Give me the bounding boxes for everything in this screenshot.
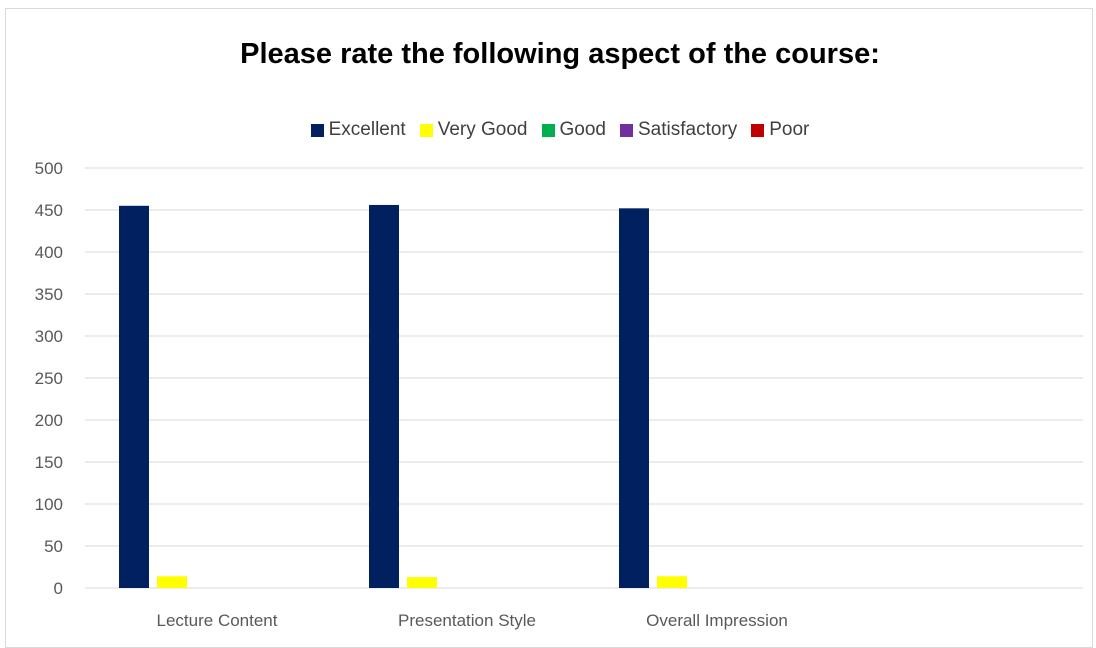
bar-chart-plot: 0 50 100 150 200 250 300 350 400 450 500 Lecture Co… — [35, 159, 1083, 630]
legend-item-excellent: Excellent — [310, 119, 406, 141]
y-tick-label: 50 — [44, 537, 63, 556]
chart-frame — [5, 8, 1093, 648]
y-tick-label: 100 — [35, 495, 63, 514]
legend-swatch-excellent — [310, 123, 324, 137]
bar-very-good-0 — [157, 576, 187, 588]
bar-very-good-1 — [407, 577, 437, 588]
y-tick-label: 400 — [35, 243, 63, 262]
x-category-label: Overall Impression — [646, 611, 788, 630]
y-tick-label: 450 — [35, 201, 63, 220]
y-tick-label: 350 — [35, 285, 63, 304]
x-category-label: Lecture Content — [157, 611, 278, 630]
legend-item-very-good: Very Good — [419, 119, 528, 141]
legend-label-very-good: Very Good — [437, 119, 528, 140]
bar-very-good-2 — [657, 576, 687, 588]
legend-item-satisfactory: Satisfactory — [619, 119, 738, 141]
legend-label-poor: Poor — [769, 119, 810, 140]
legend-item-poor: Poor — [751, 119, 809, 141]
legend-label-excellent: Excellent — [328, 119, 406, 140]
legend-label-good: Good — [559, 119, 606, 140]
legend-item-good: Good — [541, 119, 606, 141]
y-tick-label: 200 — [35, 411, 63, 430]
legend-swatch-very-good — [419, 123, 433, 137]
bar-excellent-1 — [369, 204, 399, 588]
legend-swatch-satisfactory — [619, 123, 633, 137]
legend-swatch-poor — [751, 123, 765, 137]
chart-legend: Excellent Very Good Good Satisfactory Po… — [0, 117, 1096, 143]
chart-title: Please rate the following aspect of the … — [240, 38, 880, 70]
bar-excellent-2 — [619, 208, 649, 588]
y-tick-label: 0 — [54, 579, 63, 598]
legend-label-satisfactory: Satisfactory — [637, 119, 738, 140]
bar-excellent-0 — [119, 205, 149, 589]
y-tick-label: 500 — [35, 159, 63, 178]
y-tick-label: 300 — [35, 327, 63, 346]
x-category-label: Presentation Style — [398, 611, 536, 630]
y-tick-label: 250 — [35, 369, 63, 388]
legend-swatch-good — [541, 123, 555, 137]
y-tick-label: 150 — [35, 453, 63, 472]
